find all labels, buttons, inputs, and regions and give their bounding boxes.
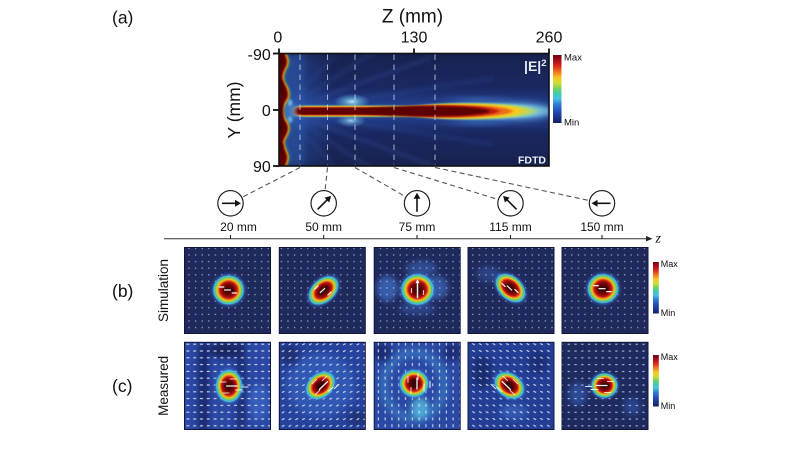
svg-text:90: 90 <box>253 159 271 176</box>
svg-text:Max: Max <box>661 259 679 269</box>
svg-text:Min: Min <box>661 401 676 411</box>
svg-text:(c): (c) <box>112 376 132 396</box>
svg-text:(a): (a) <box>112 8 133 28</box>
svg-text:(b): (b) <box>112 281 133 301</box>
svg-text:Max: Max <box>564 53 582 64</box>
svg-text:150 mm: 150 mm <box>580 220 623 234</box>
svg-text:Simulation: Simulation <box>156 259 171 322</box>
svg-text:115 mm: 115 mm <box>489 220 531 234</box>
svg-text:Max: Max <box>661 352 679 362</box>
svg-text:20 mm: 20 mm <box>220 220 257 234</box>
svg-text:Z (mm): Z (mm) <box>382 6 443 27</box>
svg-text:z: z <box>655 232 662 247</box>
svg-text:260: 260 <box>536 30 563 47</box>
svg-text:Measured: Measured <box>156 356 171 416</box>
svg-text:Y (mm): Y (mm) <box>224 81 244 138</box>
svg-text:Min: Min <box>564 117 579 128</box>
svg-text:50 mm: 50 mm <box>305 220 342 234</box>
svg-text:0: 0 <box>273 30 282 47</box>
svg-text:0: 0 <box>262 103 271 120</box>
svg-text:-90: -90 <box>248 47 271 64</box>
svg-text:130: 130 <box>401 30 428 47</box>
svg-text:Min: Min <box>661 308 676 318</box>
svg-text:|E|2: |E|2 <box>524 58 546 75</box>
svg-text:75 mm: 75 mm <box>399 220 436 234</box>
svg-text:FDTD: FDTD <box>518 155 546 167</box>
